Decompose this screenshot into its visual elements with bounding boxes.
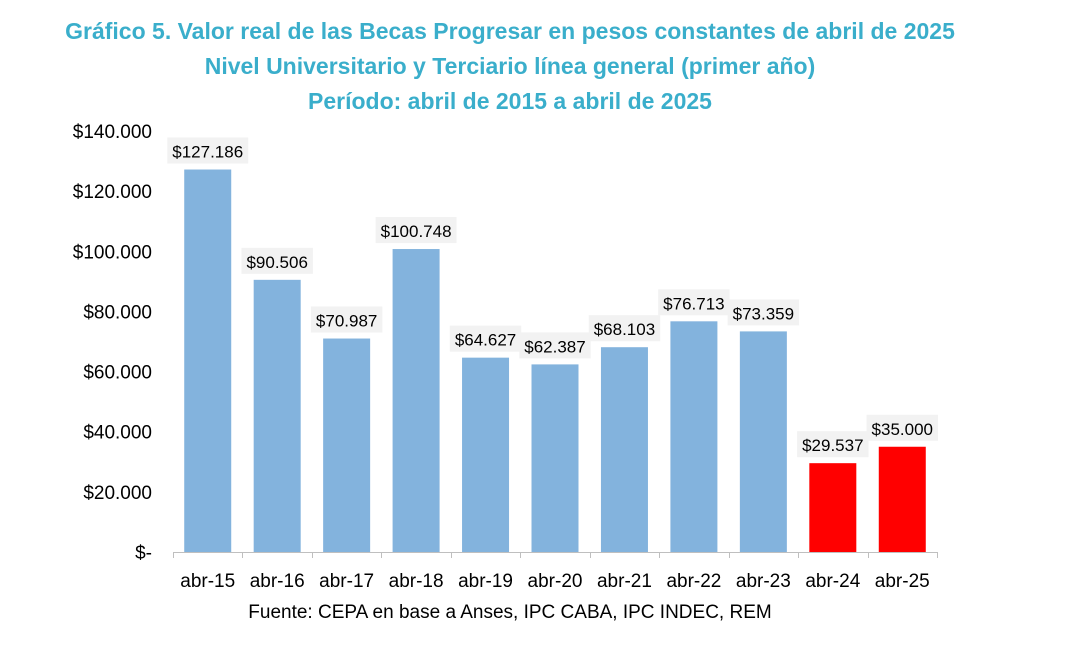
data-label-background — [727, 299, 800, 326]
data-label-abr-21: $68.103 — [594, 320, 655, 339]
data-label-abr-24: $29.537 — [802, 436, 863, 455]
y-tick-label: $20.000 — [83, 483, 152, 504]
x-tick-label-abr-17: abr-17 — [319, 571, 374, 592]
data-label-abr-15: $127.186 — [172, 143, 243, 162]
x-tick-label-abr-24: abr-24 — [805, 571, 860, 592]
bar-abr-16 — [253, 279, 301, 552]
chart-title-line-1: Gráfico 5. Valor real de las Becas Progr… — [65, 18, 955, 44]
bar-abr-21 — [600, 347, 648, 552]
data-label-background — [449, 325, 522, 352]
data-label-background — [588, 315, 661, 342]
y-tick-label: $40.000 — [83, 423, 152, 444]
bar-abr-19 — [462, 357, 510, 552]
data-label-abr-16: $90.506 — [246, 253, 307, 272]
bar-abr-17 — [323, 338, 371, 552]
data-label-background — [658, 289, 730, 316]
bar-abr-25 — [878, 446, 926, 552]
x-tick-label-abr-15: abr-15 — [180, 571, 235, 592]
data-label-abr-22: $76.713 — [663, 294, 724, 313]
x-tick-label-abr-19: abr-19 — [458, 571, 513, 592]
data-label-abr-19: $64.627 — [455, 331, 516, 350]
y-tick-label: $60.000 — [83, 363, 152, 384]
bar-abr-18 — [392, 249, 440, 552]
data-label-background — [375, 217, 457, 244]
bar-abr-15 — [184, 169, 232, 553]
chart-title-line-2: Nivel Universitario y Terciario línea ge… — [204, 53, 816, 79]
y-tick-label: $120.000 — [73, 182, 152, 203]
x-tick-label-abr-25: abr-25 — [875, 571, 930, 592]
data-label-abr-18: $100.748 — [381, 222, 452, 241]
data-label-background — [519, 332, 591, 359]
x-tick-label-abr-16: abr-16 — [250, 571, 305, 592]
x-tick-label-abr-21: abr-21 — [597, 571, 652, 592]
data-label-abr-17: $70.987 — [316, 312, 377, 331]
data-label-background — [866, 414, 938, 441]
data-label-abr-23: $73.359 — [733, 304, 794, 323]
x-tick-label-abr-22: abr-22 — [666, 571, 721, 592]
bar-abr-20 — [531, 364, 579, 552]
x-tick-label-abr-23: abr-23 — [736, 571, 791, 592]
source-note: Fuente: CEPA en base a Anses, IPC CABA, … — [248, 602, 772, 623]
y-tick-label: $140.000 — [73, 122, 152, 143]
data-label-background — [797, 431, 869, 458]
bar-chart: $- $20.000 $40.000 $60.000 $80.000 $100.000 $1… — [73, 122, 938, 592]
bar-abr-23 — [739, 331, 787, 552]
chart-title-line-3: Período: abril de 2015 a abril de 2025 — [308, 88, 712, 114]
data-label-background — [310, 306, 383, 333]
data-label-abr-25: $35.000 — [872, 420, 933, 439]
x-tick-label-abr-18: abr-18 — [389, 571, 444, 592]
data-label-background — [241, 247, 313, 274]
y-tick-label: $- — [135, 543, 152, 564]
y-tick-label: $100.000 — [73, 242, 152, 263]
bar-abr-22 — [670, 321, 718, 552]
data-label-abr-20: $62.387 — [524, 337, 585, 356]
chart-title: Gráfico 5. Valor real de las Becas Progr… — [0, 14, 1020, 119]
y-tick-label: $80.000 — [83, 302, 152, 323]
data-label-background — [167, 137, 249, 164]
x-tick-label-abr-20: abr-20 — [528, 571, 583, 592]
bar-abr-24 — [809, 463, 857, 552]
